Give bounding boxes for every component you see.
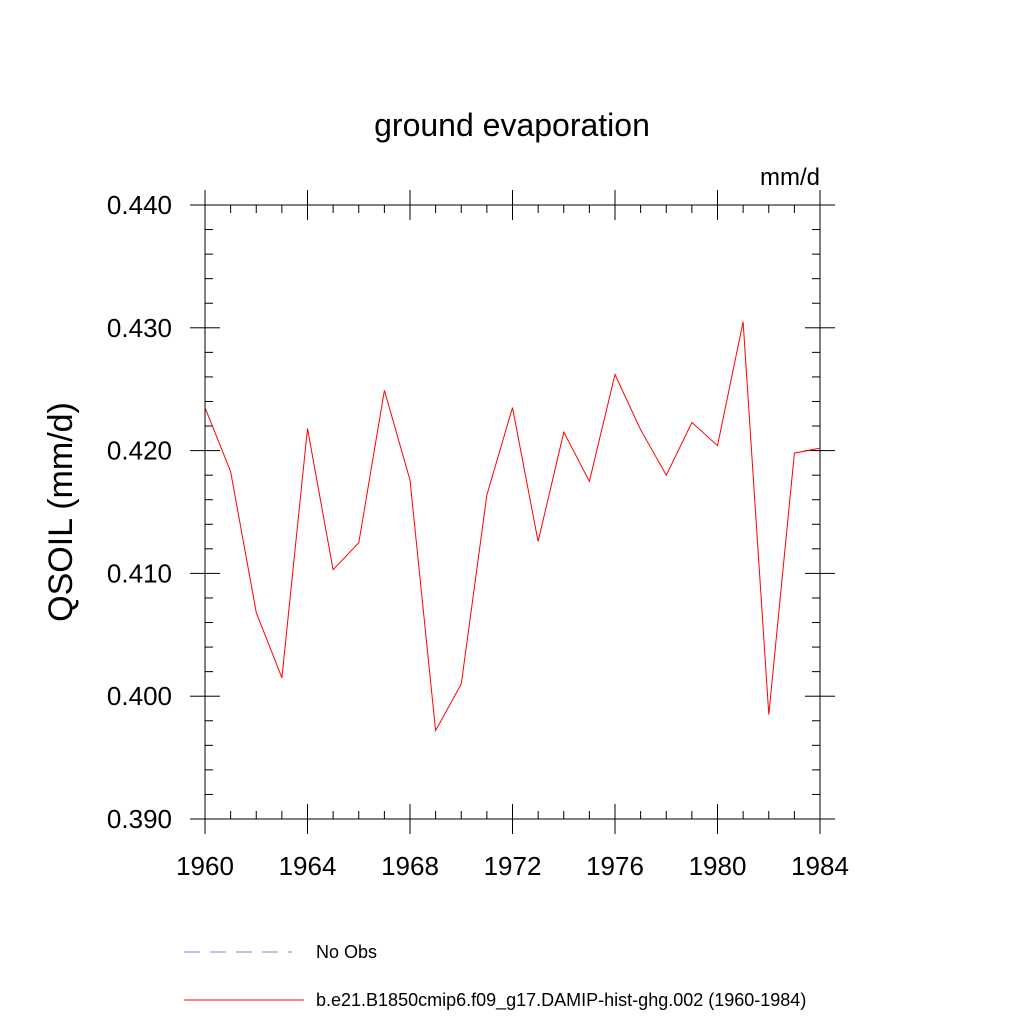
x-tick-label: 1976 [586, 851, 644, 881]
y-tick-label: 0.400 [107, 681, 172, 711]
x-tick-label: 1980 [689, 851, 747, 881]
x-tick-label: 1984 [791, 851, 849, 881]
y-tick-label: 0.390 [107, 804, 172, 834]
y-tick-label: 0.430 [107, 313, 172, 343]
axis-tick-labels: 1960 1964 1968 1972 1976 1980 1984 0.390 0.400 0.… [107, 190, 849, 881]
chart-title: ground evaporation [374, 107, 650, 143]
plot-frame [204, 204, 821, 820]
series-line [204, 321, 821, 733]
units-label: mm/d [760, 164, 820, 191]
legend: No Obs b.e21.B1850cmip6.f09_g17.DAMIP-hi… [184, 942, 806, 1011]
x-tick-label: 1968 [381, 851, 439, 881]
y-axis-label: QSOIL (mm/d) [42, 402, 80, 622]
legend-label-model: b.e21.B1850cmip6.f09_g17.DAMIP-hist-ghg.… [316, 990, 806, 1011]
y-tick-label: 0.410 [107, 558, 172, 588]
axis-ticks [190, 190, 835, 834]
legend-label-no-obs: No Obs [316, 942, 377, 962]
x-tick-label: 1960 [176, 851, 234, 881]
y-tick-label: 0.420 [107, 436, 172, 466]
x-tick-label: 1972 [484, 851, 542, 881]
y-tick-label: 0.440 [107, 190, 172, 220]
x-tick-label: 1964 [279, 851, 337, 881]
